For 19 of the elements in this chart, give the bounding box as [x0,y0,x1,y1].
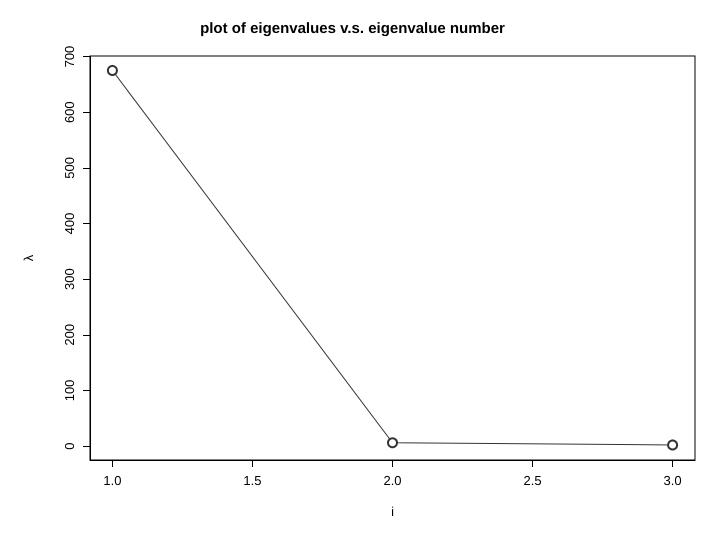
y-axis-title: λ [21,254,36,262]
point [667,439,678,450]
y-tick-label: 300 [62,268,77,290]
point [106,64,118,76]
point [387,437,398,448]
y-tick-label: 200 [62,324,77,346]
x-tick-label: 2.0 [383,473,402,488]
x-tick-label: 1.5 [243,473,262,488]
y-tick-label: 500 [62,157,77,179]
y-tick-label: 700 [62,46,77,68]
x-tick-label: 3.0 [664,473,682,488]
x-axis-title: i [391,504,394,519]
y-tick-label: 0 [62,442,77,450]
y-tick-label: 600 [62,101,77,124]
y-tick-label: 400 [62,212,77,234]
chart-title: plot of eigenvalues v.s. eigenvalue number [200,20,506,37]
x-tick-label: 1.0 [103,473,122,488]
y-tick-label: 100 [62,380,77,402]
x-tick-label: 2.5 [524,473,542,488]
